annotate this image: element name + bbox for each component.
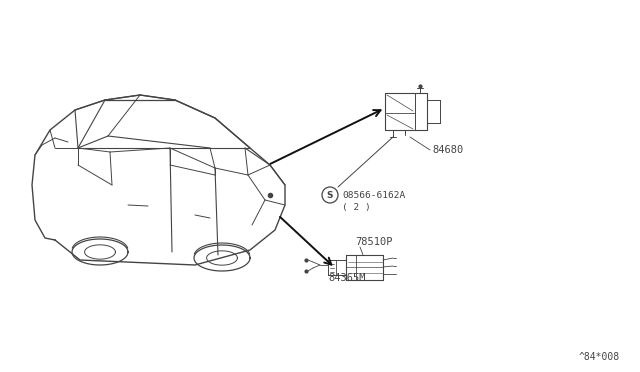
Text: ^84*008: ^84*008 [579, 352, 620, 362]
Text: 84365M: 84365M [328, 273, 365, 283]
Text: 84680: 84680 [432, 145, 463, 155]
Text: 08566-6162A
( 2 ): 08566-6162A ( 2 ) [342, 191, 405, 212]
Text: 78510P: 78510P [355, 237, 392, 247]
Text: S: S [327, 190, 333, 199]
